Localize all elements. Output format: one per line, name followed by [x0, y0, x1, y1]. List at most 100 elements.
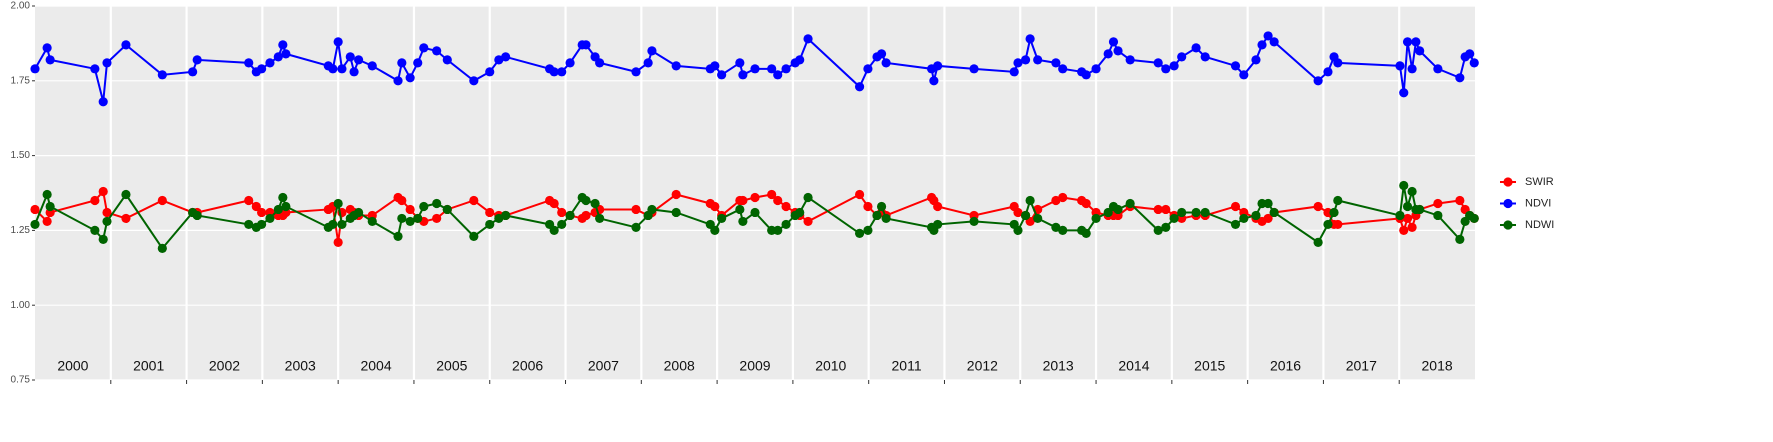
- point: [367, 61, 377, 71]
- point: [581, 210, 591, 221]
- point: [781, 64, 791, 74]
- point: [1230, 61, 1241, 71]
- point: [876, 49, 887, 59]
- point: [102, 216, 112, 227]
- year-label: 2002: [209, 358, 240, 374]
- point: [1169, 61, 1179, 71]
- point: [469, 195, 479, 206]
- point: [1058, 225, 1068, 235]
- point: [773, 225, 783, 235]
- point: [1323, 67, 1333, 77]
- point: [244, 58, 254, 68]
- point: [45, 201, 55, 212]
- point: [1091, 64, 1101, 74]
- point: [1433, 198, 1443, 209]
- point: [192, 210, 202, 221]
- point: [328, 64, 338, 74]
- point: [265, 213, 275, 224]
- point: [333, 37, 343, 47]
- point: [1333, 195, 1343, 206]
- point: [1125, 55, 1135, 65]
- point: [354, 207, 364, 218]
- year-label: 2010: [815, 358, 846, 374]
- point: [1058, 192, 1068, 203]
- y-tick-label: 1.75: [11, 75, 31, 86]
- point: [419, 43, 429, 53]
- point: [90, 64, 100, 74]
- point: [244, 219, 254, 230]
- point: [803, 34, 813, 44]
- point: [717, 213, 727, 224]
- point: [1081, 198, 1091, 209]
- point: [1469, 58, 1479, 68]
- point: [273, 204, 283, 215]
- point: [278, 192, 288, 203]
- point: [1025, 195, 1035, 206]
- point: [803, 192, 813, 203]
- point: [781, 219, 791, 230]
- point: [969, 64, 979, 74]
- point: [671, 61, 681, 71]
- year-label: 2007: [588, 358, 619, 374]
- legend-marker: [1503, 198, 1513, 209]
- point: [557, 219, 567, 230]
- point: [1020, 210, 1031, 221]
- point: [1025, 34, 1035, 44]
- legend-marker: [1503, 220, 1513, 230]
- point: [1161, 64, 1171, 74]
- point: [581, 195, 591, 206]
- point: [933, 61, 943, 71]
- point: [1103, 207, 1113, 218]
- point: [192, 55, 202, 65]
- point: [98, 97, 108, 107]
- point: [1263, 213, 1273, 224]
- point: [738, 216, 748, 227]
- point: [1455, 195, 1465, 206]
- point: [442, 55, 452, 65]
- y-tick-label: 0.75: [11, 375, 31, 386]
- point: [1433, 210, 1443, 221]
- point: [42, 216, 52, 227]
- point: [1033, 213, 1043, 224]
- point: [1263, 198, 1273, 209]
- point: [1153, 204, 1163, 215]
- year-label: 2005: [436, 358, 467, 374]
- point: [1051, 58, 1061, 68]
- point: [1402, 201, 1413, 212]
- point: [1455, 73, 1465, 83]
- year-label: 2018: [1422, 358, 1453, 374]
- year-label: 2003: [285, 358, 316, 374]
- point: [469, 76, 479, 86]
- point: [565, 210, 575, 221]
- point: [854, 189, 865, 200]
- point: [1329, 207, 1339, 218]
- point: [1263, 31, 1273, 41]
- point: [863, 225, 873, 235]
- year-label: 2013: [1043, 358, 1074, 374]
- point: [1013, 207, 1023, 218]
- point: [881, 213, 891, 224]
- point: [281, 201, 291, 212]
- year-label: 2014: [1118, 358, 1149, 374]
- point: [157, 243, 167, 253]
- point: [1081, 228, 1091, 238]
- point: [1399, 225, 1409, 235]
- point: [1395, 210, 1405, 221]
- point: [442, 204, 452, 215]
- point: [1058, 64, 1068, 74]
- point: [405, 216, 415, 227]
- point: [872, 210, 882, 221]
- point: [1161, 222, 1171, 233]
- point: [631, 222, 641, 233]
- point: [413, 58, 423, 68]
- point: [595, 213, 605, 224]
- point: [647, 46, 657, 56]
- point: [333, 198, 343, 209]
- point: [738, 195, 748, 206]
- point: [265, 58, 275, 68]
- point: [1191, 43, 1201, 53]
- point: [1013, 225, 1023, 235]
- point: [647, 204, 657, 215]
- point: [1033, 55, 1043, 65]
